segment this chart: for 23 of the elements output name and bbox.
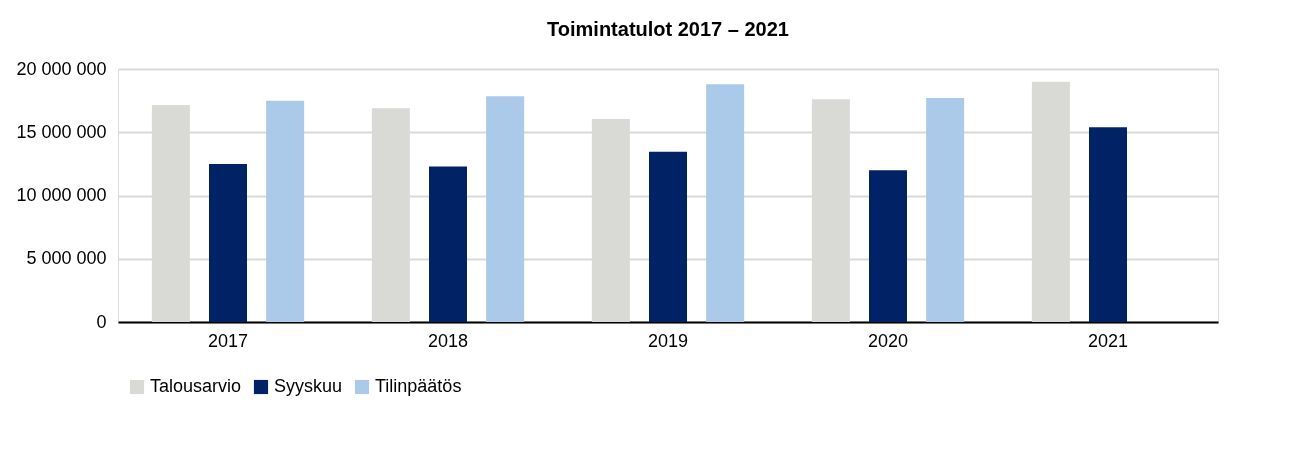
legend-label: Talousarvio (150, 376, 242, 396)
bar (429, 166, 467, 322)
y-tick-label: 15 000 000 (16, 121, 107, 142)
y-tick-label: 10 000 000 (16, 185, 107, 205)
bar (649, 151, 687, 322)
x-tick-label: 2020 (867, 330, 909, 351)
x-tick-label: 2017 (207, 330, 249, 351)
x-tick-label: 2019 (647, 330, 689, 351)
bar (869, 170, 907, 322)
y-tick-label: 5 000 000 (26, 248, 107, 269)
bar (209, 163, 247, 322)
bar (926, 98, 965, 322)
legend-label: Syyskuu (274, 376, 343, 396)
x-tick-label: 2021 (1087, 330, 1129, 351)
bar (266, 100, 305, 322)
y-tick-label: 0 (96, 311, 107, 332)
y-tick-label: 20 000 000 (16, 58, 107, 79)
bar (486, 96, 525, 322)
chart-title: Toimintatulot 2017 – 2021 (547, 18, 789, 40)
x-tick-label: 2018 (427, 330, 469, 351)
bar (1089, 127, 1127, 322)
legend-label: Tilinpäätös (375, 376, 462, 396)
bar (706, 84, 745, 322)
